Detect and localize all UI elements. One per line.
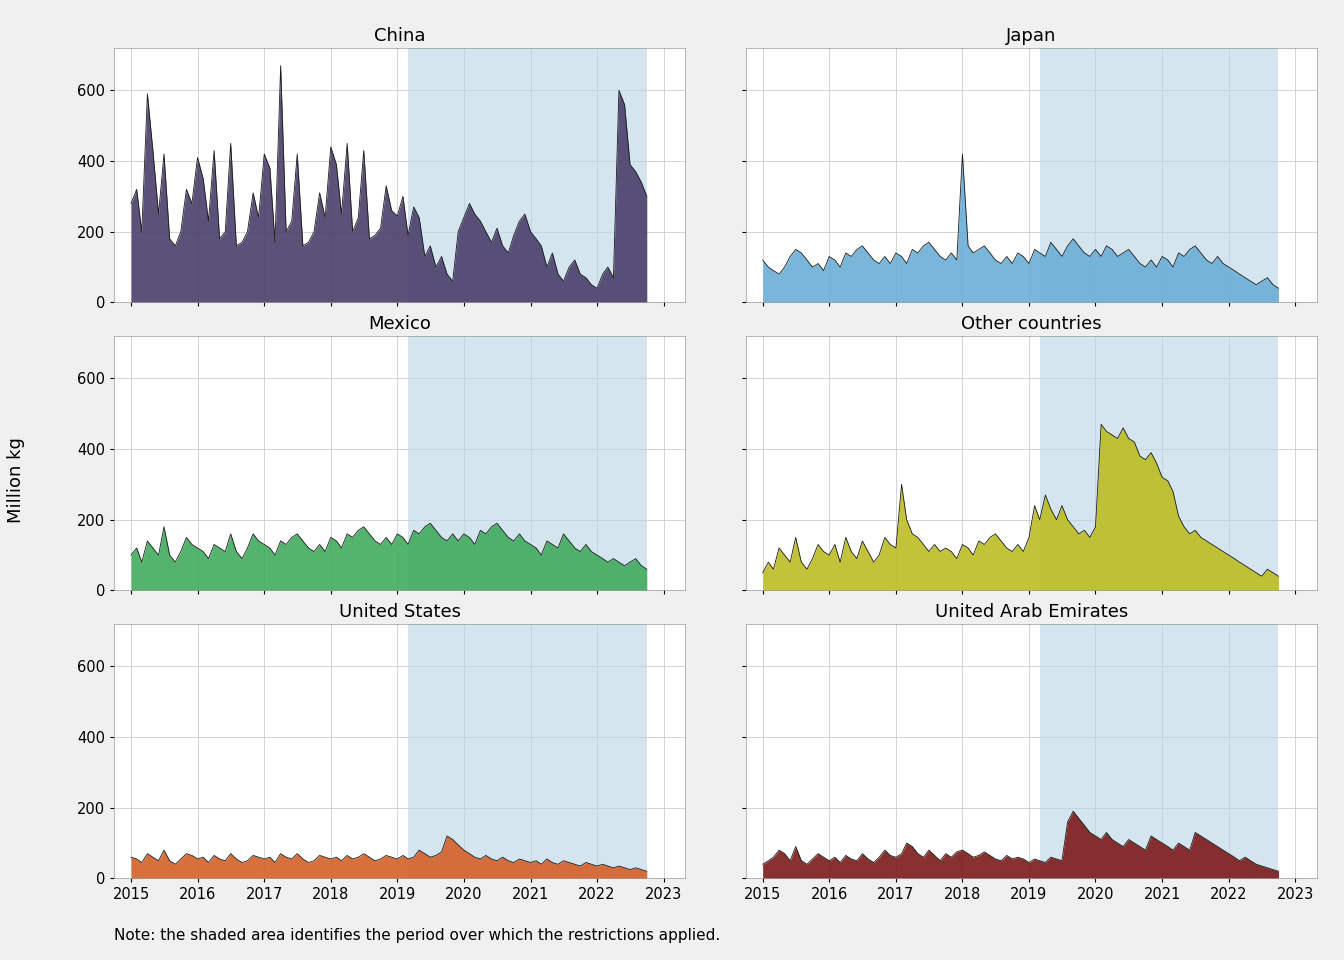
Bar xyxy=(1040,336,1278,590)
Title: Mexico: Mexico xyxy=(368,315,431,333)
Text: Note: the shaded area identifies the period over which the restrictions applied.: Note: the shaded area identifies the per… xyxy=(114,927,720,943)
Title: United States: United States xyxy=(339,603,461,621)
Title: Other countries: Other countries xyxy=(961,315,1102,333)
Bar xyxy=(409,48,646,302)
Text: Million kg: Million kg xyxy=(7,437,26,523)
Title: China: China xyxy=(374,27,426,45)
Bar xyxy=(1040,48,1278,302)
Bar xyxy=(1040,624,1278,878)
Bar xyxy=(409,624,646,878)
Title: Japan: Japan xyxy=(1007,27,1056,45)
Title: United Arab Emirates: United Arab Emirates xyxy=(935,603,1128,621)
Bar xyxy=(409,336,646,590)
